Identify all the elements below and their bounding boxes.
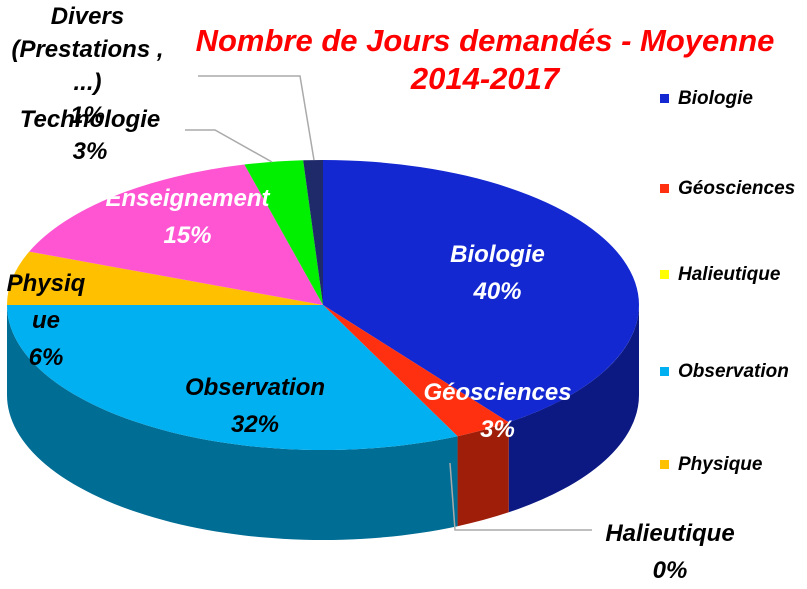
- data-label-name: Enseignement: [105, 185, 270, 212]
- data-label-value: 3%: [480, 416, 515, 443]
- leader-line: [185, 129, 273, 163]
- data-label-name: Physique: [6, 270, 86, 334]
- legend-entry: Biologie: [660, 82, 800, 116]
- data-label-name: Technologie: [19, 106, 161, 133]
- data-label: Divers (Prestations , ...) 1%: [0, 0, 175, 132]
- data-label-value: 15%: [163, 222, 212, 249]
- leader-line: [449, 462, 592, 531]
- data-label: Géosciences 3%: [410, 374, 585, 448]
- legend-entry: Halieutique: [660, 258, 800, 292]
- slice-side: [457, 422, 509, 527]
- data-label-name: Observation: [184, 374, 326, 401]
- slice-side: [7, 305, 458, 540]
- data-label: Physique 6%: [0, 265, 92, 376]
- data-label-value: 1%: [70, 102, 105, 129]
- data-label: Technologie 3%: [5, 104, 175, 168]
- legend-swatch: [660, 94, 669, 103]
- slice: [323, 305, 509, 437]
- slice: [29, 164, 323, 305]
- data-label-value: 3%: [72, 138, 108, 165]
- data-label-name: Divers (Prestations , ...): [11, 3, 164, 96]
- data-label-name: Halieutique: [605, 520, 735, 547]
- slice: [244, 160, 323, 305]
- chart-title: Nombre de Jours demandés - Moyenne 2014-…: [195, 23, 775, 96]
- data-label: Halieutique 0%: [590, 515, 750, 589]
- data-label-value: 0%: [652, 557, 688, 584]
- legend-swatch: [660, 367, 669, 376]
- data-label: Enseignement 15%: [105, 180, 270, 254]
- slice-side: [508, 305, 639, 513]
- data-label: Observation 32%: [165, 369, 345, 443]
- slice: [7, 251, 323, 305]
- legend-entry: Observation: [660, 355, 800, 389]
- data-label: Biologie 40%: [420, 236, 575, 310]
- data-label-name: Géosciences: [423, 379, 572, 406]
- slice: [303, 160, 323, 305]
- data-label-value: 40%: [473, 278, 522, 305]
- slice: [323, 160, 640, 423]
- legend-entry: Physique: [660, 448, 800, 482]
- data-label-value: 32%: [230, 411, 280, 438]
- data-label-value: 6%: [28, 344, 64, 371]
- slice: [7, 305, 458, 450]
- legend-swatch: [660, 184, 669, 193]
- legend-swatch: [660, 460, 669, 469]
- legend-swatch: [660, 270, 669, 279]
- legend-entry: Géosciences: [660, 172, 800, 206]
- data-label-name: Biologie: [450, 241, 545, 268]
- leader-line: [198, 75, 315, 161]
